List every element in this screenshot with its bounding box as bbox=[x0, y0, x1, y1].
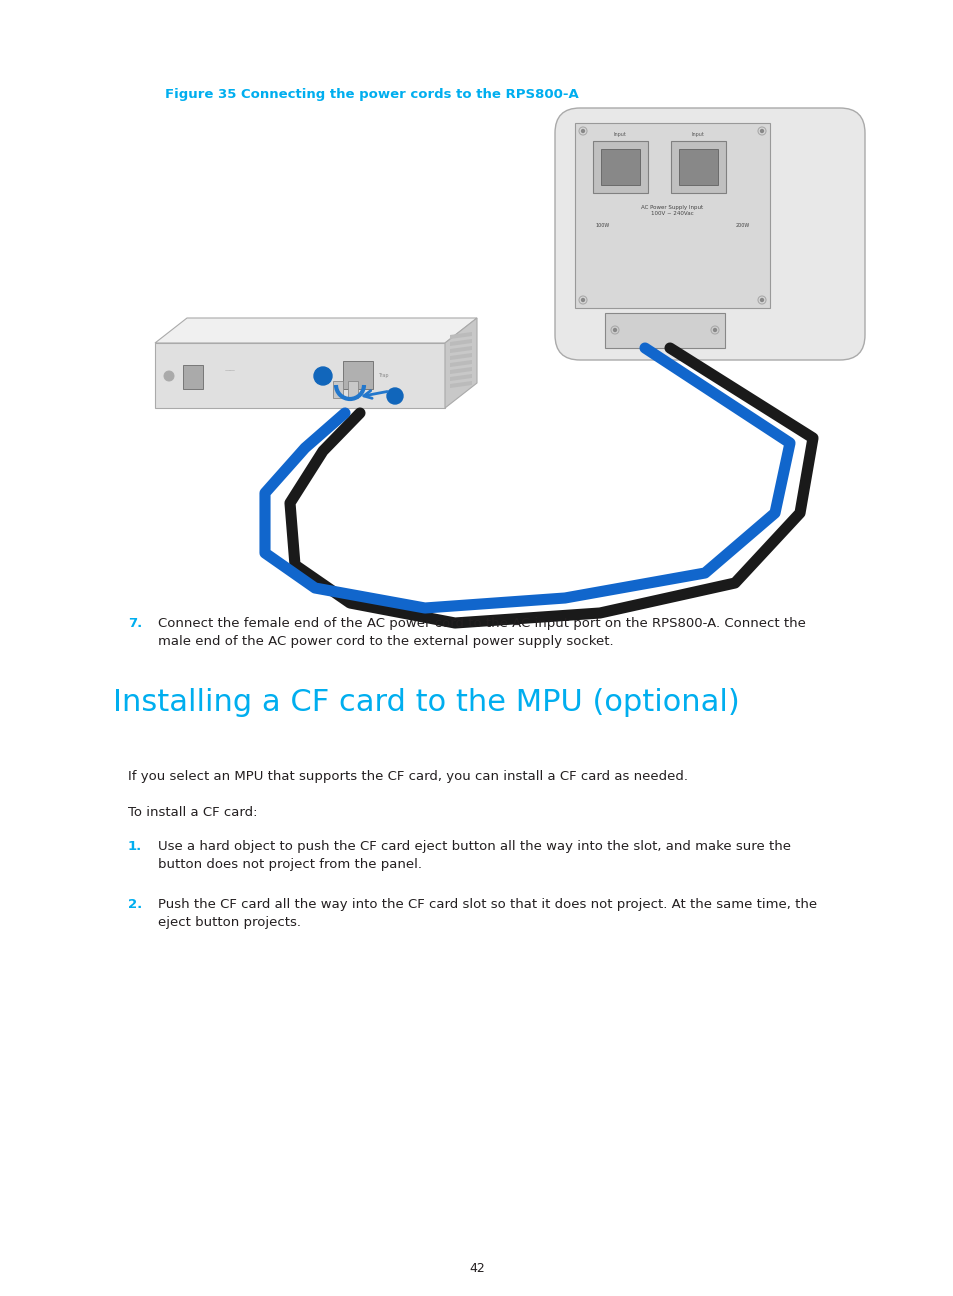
Polygon shape bbox=[450, 346, 472, 353]
Polygon shape bbox=[333, 381, 343, 398]
Polygon shape bbox=[444, 318, 476, 408]
Polygon shape bbox=[600, 149, 639, 185]
Text: Figure 35 Connecting the power cords to the RPS800-A: Figure 35 Connecting the power cords to … bbox=[165, 88, 578, 101]
Text: 1.: 1. bbox=[128, 840, 142, 853]
Polygon shape bbox=[450, 381, 472, 388]
Circle shape bbox=[760, 130, 762, 132]
Text: Trap: Trap bbox=[377, 372, 388, 377]
Polygon shape bbox=[450, 332, 472, 340]
Text: 200W: 200W bbox=[735, 223, 749, 228]
Text: 42: 42 bbox=[469, 1262, 484, 1275]
Polygon shape bbox=[450, 340, 472, 346]
Text: Input: Input bbox=[691, 132, 703, 137]
Polygon shape bbox=[593, 141, 647, 193]
Polygon shape bbox=[450, 360, 472, 367]
Polygon shape bbox=[670, 141, 725, 193]
Polygon shape bbox=[348, 381, 357, 398]
Circle shape bbox=[581, 130, 584, 132]
Text: 100W: 100W bbox=[595, 223, 609, 228]
Text: Connect the female end of the AC power cord to the AC input port on the RPS800-A: Connect the female end of the AC power c… bbox=[158, 617, 805, 648]
Polygon shape bbox=[450, 375, 472, 381]
FancyBboxPatch shape bbox=[555, 108, 864, 360]
Polygon shape bbox=[450, 353, 472, 360]
Circle shape bbox=[760, 298, 762, 302]
Text: Push the CF card all the way into the CF card slot so that it does not project. : Push the CF card all the way into the CF… bbox=[158, 898, 817, 929]
Text: To install a CF card:: To install a CF card: bbox=[128, 806, 257, 819]
Polygon shape bbox=[575, 123, 769, 308]
Circle shape bbox=[581, 298, 584, 302]
Circle shape bbox=[613, 328, 616, 332]
Polygon shape bbox=[679, 149, 718, 185]
Text: 7.: 7. bbox=[128, 617, 142, 630]
Polygon shape bbox=[604, 314, 724, 349]
Circle shape bbox=[314, 367, 332, 385]
Circle shape bbox=[713, 328, 716, 332]
Text: 2.: 2. bbox=[128, 898, 142, 911]
Polygon shape bbox=[183, 365, 203, 389]
Polygon shape bbox=[450, 367, 472, 375]
Circle shape bbox=[164, 371, 173, 381]
Text: Use a hard object to push the CF card eject button all the way into the slot, an: Use a hard object to push the CF card ej… bbox=[158, 840, 790, 871]
Text: Installing a CF card to the MPU (optional): Installing a CF card to the MPU (optiona… bbox=[112, 688, 739, 717]
Polygon shape bbox=[154, 343, 444, 408]
Circle shape bbox=[387, 388, 402, 404]
Polygon shape bbox=[154, 318, 476, 343]
Text: If you select an MPU that supports the CF card, you can install a CF card as nee: If you select an MPU that supports the C… bbox=[128, 770, 687, 783]
Polygon shape bbox=[343, 362, 373, 389]
Text: Input: Input bbox=[613, 132, 626, 137]
Text: ——: —— bbox=[225, 368, 235, 373]
Text: AC Power Supply Input
100V ~ 240Vac: AC Power Supply Input 100V ~ 240Vac bbox=[640, 205, 702, 216]
